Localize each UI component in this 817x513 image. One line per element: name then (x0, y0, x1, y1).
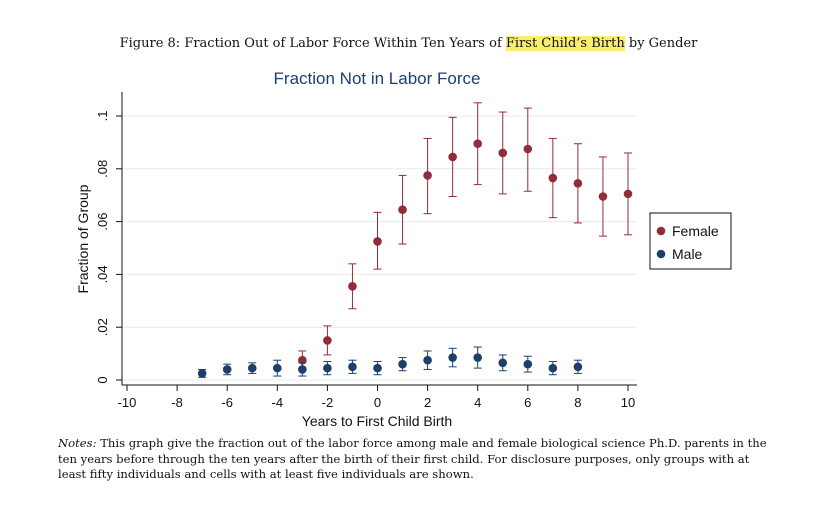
male-point-10 (448, 353, 457, 362)
female-point-10 (548, 173, 558, 183)
caption-suffix: by Gender (624, 36, 698, 51)
legend-male-label: Male (672, 246, 703, 262)
female-point-11 (573, 179, 583, 188)
x-tick-label-2: -6 (221, 395, 233, 410)
female-point-13 (623, 189, 633, 199)
x-tick-label-4: -2 (322, 395, 334, 410)
male-point-8 (398, 359, 407, 369)
y-tick-label-5: .1 (95, 111, 110, 122)
y-tick-label-3: .06 (95, 213, 110, 231)
male-point-6 (348, 362, 357, 372)
female-point-5 (423, 171, 432, 180)
legend: Female Male (649, 212, 732, 270)
male-point-3 (273, 363, 282, 373)
y-axis-label: Fraction of Group (75, 184, 91, 293)
legend-female-marker (656, 226, 666, 236)
figure-notes: Notes: This graph give the fraction out … (58, 436, 770, 483)
male-point-13 (523, 359, 533, 369)
x-tick-label-8: 6 (524, 395, 531, 410)
female-point-2 (348, 281, 357, 291)
male-point-9 (423, 355, 432, 365)
y-tick-label-2: .04 (95, 265, 110, 283)
legend-male-marker (656, 249, 666, 259)
female-point-12 (598, 192, 608, 201)
female-point-3 (373, 237, 382, 246)
male-point-1 (222, 365, 232, 374)
female-point-4 (398, 205, 407, 215)
male-point-5 (323, 363, 332, 373)
caption-highlight: First Child’s Birth (505, 36, 625, 51)
chart-title: Fraction Not in Labor Force (274, 69, 481, 88)
figure-caption: Figure 8: Fraction Out of Labor Force Wi… (0, 36, 817, 51)
caption-prefix: Figure 8: Fraction Out of Labor Force Wi… (119, 36, 506, 51)
notes-lead: Notes: (58, 436, 97, 450)
male-point-12 (498, 358, 508, 368)
female-point-8 (498, 148, 508, 158)
x-tick-label-9: 8 (574, 395, 581, 410)
x-tick-label-0: -10 (118, 395, 137, 410)
x-tick-label-7: 4 (474, 395, 481, 410)
x-tick-label-5: 0 (374, 395, 381, 410)
female-point-9 (523, 144, 533, 154)
female-point-1 (323, 336, 332, 345)
grid-layer (122, 115, 637, 381)
male-point-11 (473, 353, 483, 362)
male-point-0 (197, 369, 207, 378)
female-point-6 (448, 152, 457, 162)
male-point-2 (247, 363, 257, 373)
axis-layer: 0 .02 .04 .06 .08 .1 -10 -8 -6 -4 -2 0 2 4 6 8 10 (95, 92, 637, 410)
x-axis-label: Years to First Child Birth (302, 413, 452, 429)
male-point-4 (298, 365, 307, 374)
legend-box (649, 212, 732, 270)
x-tick-label-1: -8 (171, 395, 183, 410)
x-tick-label-6: 2 (424, 395, 431, 410)
x-tick-label-3: -4 (272, 395, 284, 410)
x-tick-label-10: 10 (621, 395, 635, 410)
y-tick-label-0: 0 (95, 376, 110, 383)
marks-layer (197, 102, 633, 378)
female-point-7 (473, 139, 483, 149)
notes-text: This graph give the fraction out of the … (58, 436, 767, 481)
male-point-7 (373, 363, 382, 373)
male-point-14 (548, 363, 558, 373)
y-tick-label-4: .08 (95, 160, 110, 178)
y-tick-label-1: .02 (95, 318, 110, 336)
legend-female-label: Female (672, 223, 719, 239)
male-point-15 (573, 362, 583, 372)
